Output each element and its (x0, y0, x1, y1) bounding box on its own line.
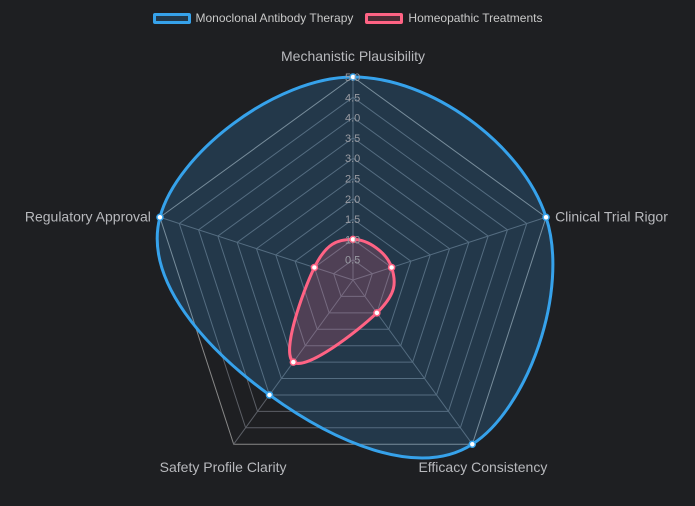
axis-spoke-4 (159, 216, 354, 281)
tick-label-6: 3.5 (345, 133, 360, 145)
tick-label-7: 4.0 (345, 113, 360, 125)
axis-label-3: Safety Profile Clarity (160, 459, 287, 475)
data-point-series-0-axis-0 (349, 73, 357, 81)
axis-label-2: Efficacy Consistency (418, 459, 547, 475)
data-point-series-0-axis-4 (156, 213, 164, 222)
data-point-series-1-axis-3 (289, 358, 298, 366)
grid-ring-1 (333, 259, 373, 297)
tick-label-0: 0.5 (345, 255, 360, 267)
grid-ring-8 (197, 116, 509, 412)
legend-item-series-1[interactable]: Homeopathic Treatments (365, 11, 542, 25)
legend-swatch-series-0 (152, 12, 191, 24)
tick-label-9: 5.0 (345, 72, 360, 84)
data-point-series-0-axis-2 (468, 440, 477, 448)
grid-ring-9 (178, 96, 528, 429)
data-point-series-1-axis-0 (349, 235, 357, 244)
tick-label-8: 4.5 (345, 92, 360, 104)
grid-ring-4 (275, 198, 431, 347)
legend-swatch-series-1 (365, 12, 404, 24)
legend-item-series-0[interactable]: Monoclonal Antibody Therapy (152, 11, 354, 25)
grid-ring-6 (236, 157, 470, 380)
axis-label-4: Regulatory Approval (25, 208, 151, 224)
data-point-series-0-axis-3 (265, 391, 274, 399)
legend: Monoclonal Antibody Therapy Homeopathic … (0, 11, 695, 25)
axis-label-1: Clinical Trial Rigor (555, 208, 668, 224)
tick-label-5: 3.0 (345, 153, 360, 165)
data-point-series-1-axis-1 (387, 263, 396, 272)
tick-label-2: 1.5 (345, 214, 360, 226)
grid-ring-5 (255, 177, 451, 363)
data-point-series-0-axis-1 (542, 213, 550, 222)
axis-spoke-1 (352, 216, 547, 281)
tick-label-4: 2.5 (345, 174, 360, 186)
tick-label-3: 2.0 (345, 194, 360, 206)
legend-label-series-1: Homeopathic Treatments (408, 11, 543, 25)
axis-spoke-2 (352, 279, 473, 445)
tick-label-1: 1.0 (345, 234, 360, 246)
grid-ring-3 (294, 218, 412, 330)
series-area-0 (155, 75, 555, 460)
axis-label-0: Mechanistic Plausibility (281, 48, 425, 64)
data-point-series-1-axis-2 (373, 309, 381, 317)
grid-ring-2 (313, 238, 393, 314)
legend-label-series-0: Monoclonal Antibody Therapy (195, 11, 354, 25)
data-point-series-1-axis-4 (310, 263, 319, 272)
grid-ring-7 (217, 137, 489, 396)
